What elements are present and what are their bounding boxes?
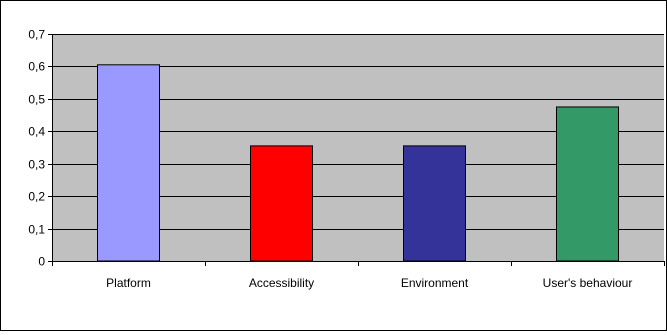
bar-2 bbox=[403, 145, 466, 262]
x-tick-label-0: Platform bbox=[106, 276, 151, 290]
bar-0 bbox=[97, 64, 160, 262]
y-tick-label-0: 0 bbox=[38, 255, 45, 269]
y-axis-ticks: 0 0,1 0,2 0,3 0,4 0,5 0,6 0,7 bbox=[28, 28, 52, 269]
bar-chart: 0 0,1 0,2 0,3 0,4 0,5 0,6 0,7 Platform Accessibi… bbox=[28, 28, 665, 290]
bar-1 bbox=[250, 145, 313, 262]
y-tick-label-2: 0,2 bbox=[28, 190, 45, 204]
x-axis-ticks: Platform Accessibility Environment User's b… bbox=[52, 261, 665, 290]
bar-3 bbox=[556, 106, 619, 262]
y-tick-label-3: 0,3 bbox=[28, 158, 45, 172]
y-tick-label-4: 0,4 bbox=[28, 125, 45, 139]
x-tick-label-2: Environment bbox=[401, 276, 469, 290]
x-tick-label-1: Accessibility bbox=[249, 276, 314, 290]
y-tick-label-1: 0,1 bbox=[28, 223, 45, 237]
y-tick-label-6: 0,6 bbox=[28, 60, 45, 74]
y-tick-label-7: 0,7 bbox=[28, 28, 45, 42]
y-tick-label-5: 0,5 bbox=[28, 93, 45, 107]
x-tick-label-3: User's behaviour bbox=[543, 276, 633, 290]
